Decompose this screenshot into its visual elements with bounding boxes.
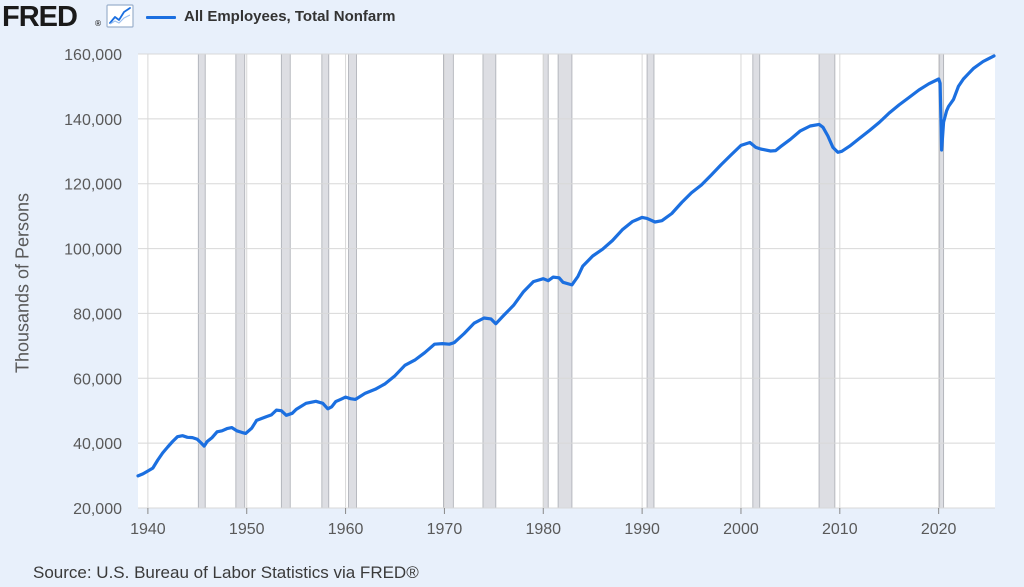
legend-series-label: All Employees, Total Nonfarm [184, 8, 396, 25]
recession-band-3 [321, 53, 330, 509]
x-tick-label: 1940 [130, 521, 166, 538]
y-tick-label: 60,000 [73, 371, 122, 388]
recession-band-1 [235, 53, 246, 509]
series-line-total-nonfarm [136, 54, 996, 478]
x-tick-label: 2010 [822, 521, 858, 538]
x-tick-label: 1960 [328, 521, 364, 538]
line-graph-icon [106, 4, 134, 28]
fred-logo[interactable]: FRED [2, 1, 78, 33]
recession-band-9 [646, 53, 655, 509]
recession-band-4 [348, 53, 357, 509]
recession-band-10 [752, 53, 761, 509]
series-layer [136, 54, 996, 478]
y-tick-label: 80,000 [73, 306, 122, 323]
y-tick-label: 160,000 [64, 47, 122, 64]
x-tick-label: 2000 [723, 521, 759, 538]
x-axis-ticks: 1940 1950 1960 1970 1980 1990 2000 2010 2020 [130, 508, 957, 538]
header: FRED ® All Employees, Total Nonfarm [0, 0, 1024, 36]
recession-band-6 [482, 53, 497, 509]
x-tick-label: 2020 [921, 521, 957, 538]
y-tick-label: 100,000 [64, 242, 122, 259]
x-tick-label: 1980 [525, 521, 561, 538]
y-tick-label: 40,000 [73, 436, 122, 453]
y-tick-label: 140,000 [64, 112, 122, 129]
recession-band-11 [818, 53, 836, 509]
source-note: Source: U.S. Bureau of Labor Statistics … [33, 563, 419, 582]
fred-registered-mark: ® [94, 19, 102, 28]
legend-swatch [146, 16, 176, 19]
recession-band-2 [280, 53, 291, 509]
y-tick-label: 120,000 [64, 177, 122, 194]
y-tick-label: 20,000 [73, 501, 122, 518]
gridlines [138, 53, 995, 509]
y-axis-ticks: 20,000 40,000 60,000 80,000 100,000 120,000 14… [64, 47, 122, 518]
x-tick-label: 1950 [229, 521, 265, 538]
x-tick-label: 1970 [427, 521, 463, 538]
x-tick-label: 1990 [624, 521, 660, 538]
